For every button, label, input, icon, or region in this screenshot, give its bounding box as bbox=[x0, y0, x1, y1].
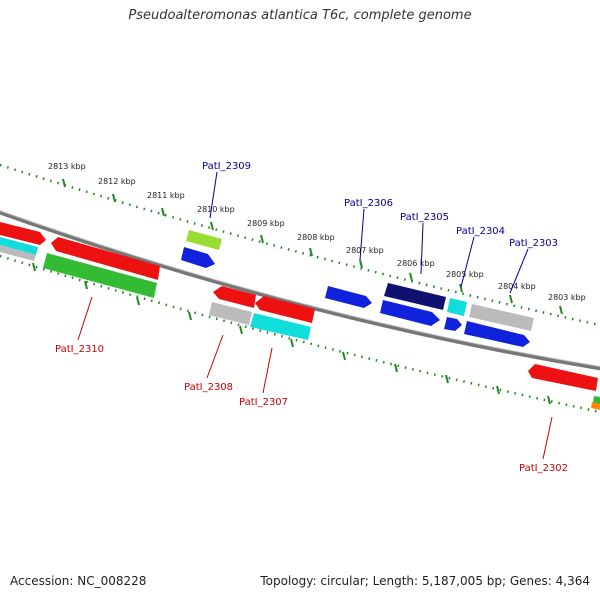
gene-navy bbox=[384, 283, 446, 310]
gene-blue bbox=[464, 321, 530, 347]
scale-label: 2806 kbp bbox=[397, 259, 435, 268]
genes-reverse bbox=[43, 253, 600, 410]
genome-backbone-highlight bbox=[0, 210, 600, 367]
gene-label: PatI_2308 bbox=[184, 382, 233, 393]
scale-label: 2812 kbp bbox=[98, 177, 136, 186]
scale-labels: 2813 kbp 2812 kbp 2811 kbp 2810 kbp 2809… bbox=[48, 162, 586, 302]
gene-labels-bottom: PatI_2310 PatI_2308 PatI_2307 PatI_2302 bbox=[55, 344, 568, 474]
gene-green bbox=[593, 396, 600, 404]
gene-red bbox=[255, 296, 315, 323]
gene-blue bbox=[444, 317, 462, 331]
gene-label: PatI_2306 bbox=[344, 198, 393, 209]
gene-cyan bbox=[250, 313, 311, 340]
scale-label: 2811 kbp bbox=[147, 191, 185, 200]
gene-blue bbox=[181, 247, 215, 268]
gene-orange bbox=[591, 402, 600, 410]
gene-labels-top: PatI_2309 PatI_2306 PatI_2305 PatI_2304 … bbox=[202, 161, 558, 249]
gene-gray bbox=[469, 304, 534, 331]
gene-cyan bbox=[0, 237, 38, 255]
scale-label: 2809 kbp bbox=[247, 219, 285, 228]
scale-label: 2803 kbp bbox=[548, 293, 586, 302]
gene-red bbox=[528, 364, 598, 391]
outer-major-ticks bbox=[62, 178, 563, 315]
gene-label: PatI_2309 bbox=[202, 161, 251, 172]
gene-label: PatI_2305 bbox=[400, 212, 449, 223]
gene-blue bbox=[380, 300, 440, 326]
gene-leaders bbox=[77, 171, 553, 460]
gene-label: PatI_2310 bbox=[55, 344, 104, 355]
gene-gray bbox=[209, 302, 252, 325]
map-title: Pseudoalteromonas atlantica T6c, complet… bbox=[128, 8, 472, 23]
gene-red bbox=[213, 286, 256, 308]
gene-gray bbox=[0, 245, 36, 261]
scale-label: 2804 kbp bbox=[498, 282, 536, 291]
gene-lime bbox=[186, 230, 222, 250]
gene-red bbox=[0, 222, 46, 245]
gene-green bbox=[43, 253, 157, 298]
scale-label: 2808 kbp bbox=[297, 233, 335, 242]
gene-label: PatI_2304 bbox=[456, 226, 505, 237]
gene-cyan bbox=[447, 298, 467, 316]
scale-label: 2813 kbp bbox=[48, 162, 86, 171]
genome-backbone bbox=[0, 210, 600, 371]
gene-label: PatI_2303 bbox=[509, 238, 558, 249]
gene-red bbox=[51, 237, 160, 280]
scale-label: 2807 kbp bbox=[346, 246, 384, 255]
accession-text: Accession: NC_008228 bbox=[10, 574, 147, 588]
scale-label: 2810 kbp bbox=[197, 205, 235, 214]
topology-summary: Topology: circular; Length: 5,187,005 bp… bbox=[260, 574, 590, 588]
gene-label: PatI_2307 bbox=[239, 397, 288, 408]
gene-blue bbox=[325, 286, 372, 308]
inner-major-ticks bbox=[32, 262, 551, 405]
scale-label: 2805 kbp bbox=[446, 270, 484, 279]
genes-forward bbox=[0, 222, 534, 347]
gene-label: PatI_2302 bbox=[519, 463, 568, 474]
